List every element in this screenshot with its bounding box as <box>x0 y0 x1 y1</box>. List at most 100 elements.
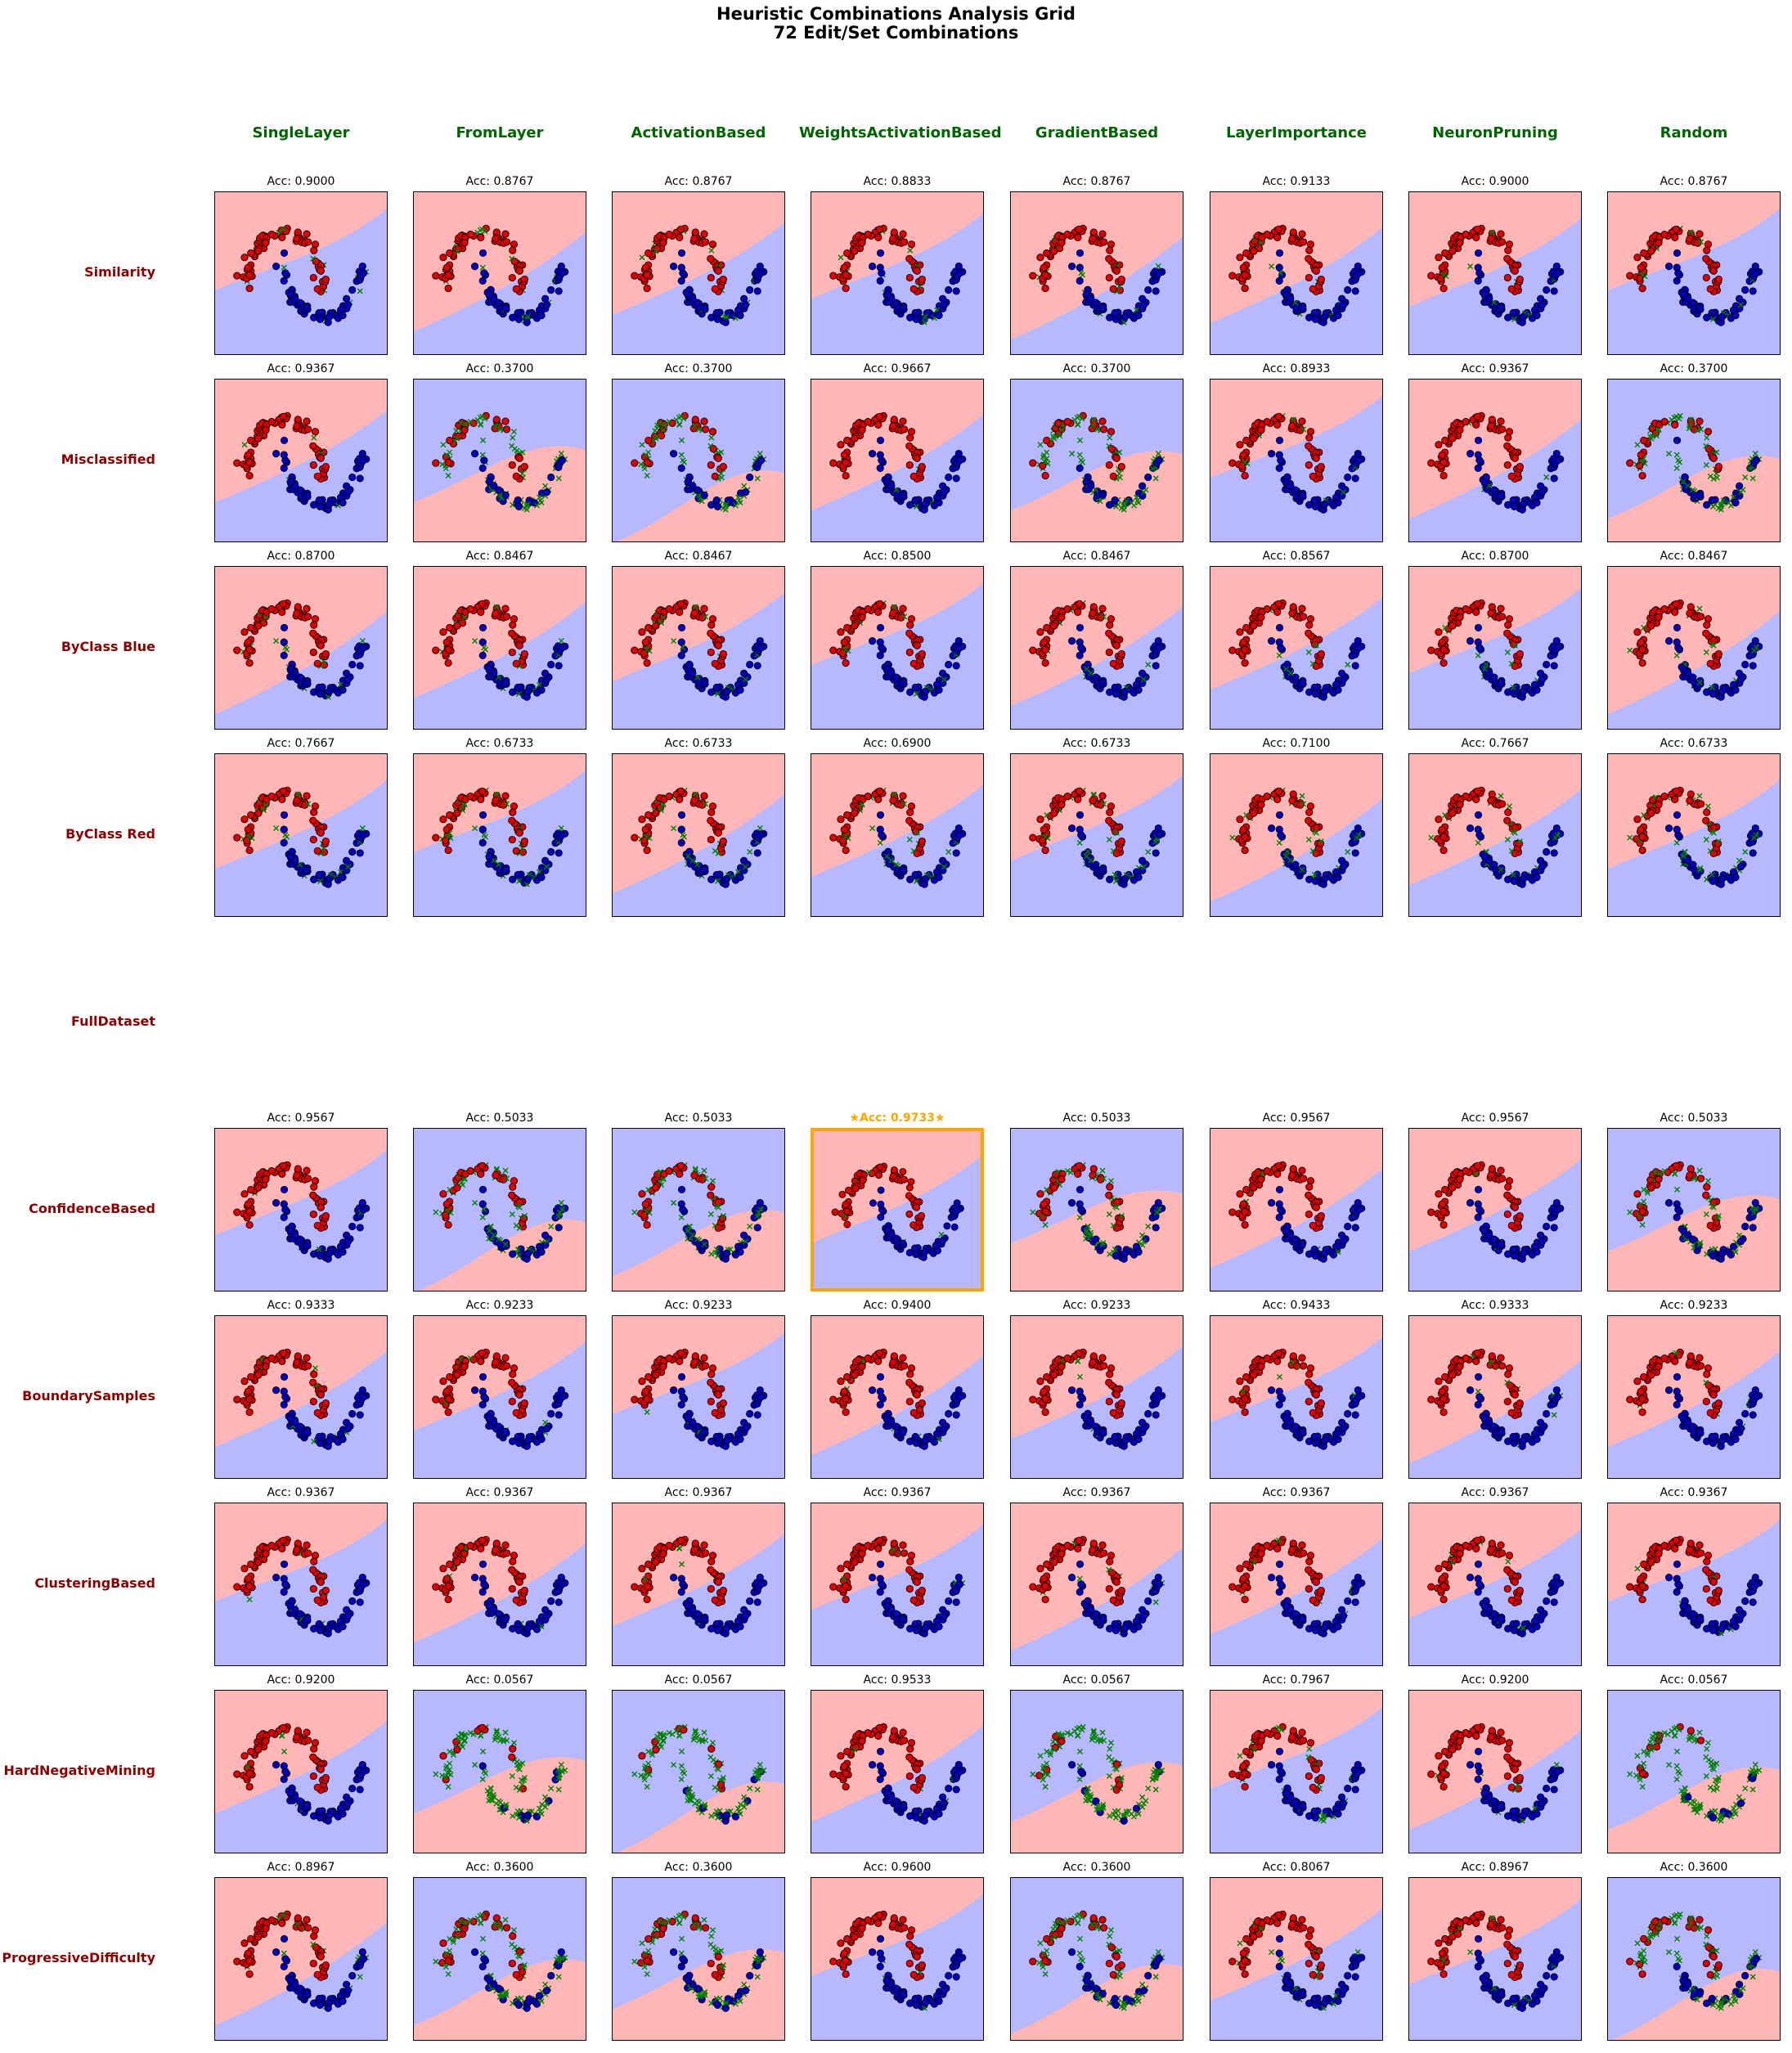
red-point <box>631 646 639 654</box>
red-point <box>644 249 653 258</box>
blue-point <box>501 678 510 686</box>
red-point <box>1089 235 1097 243</box>
red-point <box>1710 636 1718 645</box>
red-point <box>1504 621 1512 629</box>
edited-point <box>842 833 849 840</box>
red-point <box>843 249 851 258</box>
red-point <box>1714 462 1722 471</box>
edited-point <box>757 451 763 457</box>
blue-point <box>1076 651 1084 659</box>
edited-point <box>678 451 685 458</box>
edited-point <box>1510 684 1516 690</box>
red-point <box>1439 658 1448 667</box>
grid-cell: Acc: 0.6733 <box>413 735 586 917</box>
edited-point <box>1685 483 1691 489</box>
red-point <box>432 646 440 654</box>
blue-point <box>1553 644 1561 652</box>
red-point <box>719 275 727 284</box>
red-point <box>1516 275 1524 284</box>
red-point <box>643 658 651 667</box>
blue-point <box>1736 669 1744 677</box>
red-point <box>641 825 649 833</box>
edited-point <box>838 254 844 261</box>
blue-point <box>684 290 692 299</box>
red-point <box>1305 273 1313 282</box>
blue-point <box>542 488 551 496</box>
edited-point <box>1442 624 1448 631</box>
red-region <box>1409 192 1581 307</box>
blue-point <box>906 688 914 696</box>
edited-point <box>661 421 667 428</box>
edited-point <box>533 502 540 509</box>
red-region <box>613 192 784 315</box>
red-point <box>1241 471 1249 480</box>
blue-point <box>1076 249 1085 258</box>
red-point <box>293 609 301 618</box>
red-point <box>906 434 914 442</box>
red-point <box>1305 629 1313 637</box>
red-point <box>1063 418 1071 426</box>
blue-point <box>356 662 364 670</box>
blue-point <box>1695 303 1704 312</box>
red-point <box>907 615 916 623</box>
edited-point <box>445 833 451 840</box>
red-point <box>454 432 462 441</box>
blue-point <box>677 276 685 285</box>
subplot <box>811 379 984 542</box>
blue-point <box>310 501 318 509</box>
red-point <box>1703 621 1711 629</box>
blue-point <box>746 473 754 482</box>
red-point <box>1503 254 1511 263</box>
subplot <box>1210 379 1383 542</box>
blue-point <box>712 496 721 505</box>
red-point <box>875 225 884 233</box>
edited-point <box>1703 462 1709 469</box>
red-point <box>1043 249 1051 258</box>
red-point <box>631 459 639 467</box>
red-point <box>829 459 838 467</box>
red-point <box>309 629 317 637</box>
blue-point <box>923 309 931 317</box>
edited-point <box>1710 829 1717 836</box>
red-point <box>1250 809 1258 817</box>
red-point <box>503 238 511 246</box>
blue-point <box>876 464 884 472</box>
blue-point <box>741 301 750 309</box>
red-point <box>1107 428 1116 436</box>
blue-point <box>952 849 960 857</box>
blue-point <box>478 811 487 820</box>
subplot <box>1607 191 1781 355</box>
blue-point <box>1275 464 1283 472</box>
red-point <box>1441 249 1449 258</box>
red-point <box>1305 434 1314 442</box>
red-point <box>1488 790 1496 798</box>
blue-point <box>280 436 289 445</box>
blue-point <box>1550 287 1558 295</box>
edited-point <box>460 1182 466 1188</box>
blue-point <box>1510 877 1519 885</box>
red-point <box>1638 846 1646 855</box>
red-point <box>1241 846 1249 855</box>
blue-point <box>740 866 748 874</box>
edited-point <box>1737 302 1744 308</box>
blue-point <box>1537 294 1545 303</box>
red-point <box>1274 412 1283 420</box>
edited-point <box>913 690 919 697</box>
red-point <box>1638 284 1646 293</box>
red-point <box>1288 235 1296 243</box>
blue-point <box>1305 313 1314 321</box>
red-point <box>875 412 884 420</box>
red-point <box>1241 645 1249 654</box>
red-region <box>613 754 784 893</box>
edited-point <box>504 1175 510 1182</box>
blue-point <box>1480 852 1489 860</box>
red-point <box>520 837 528 846</box>
blue-point <box>523 874 532 883</box>
blue-point <box>509 313 517 321</box>
blue-point <box>1736 863 1745 871</box>
blue-point <box>883 478 891 486</box>
red-point <box>1647 622 1655 630</box>
red-point <box>676 608 684 616</box>
edited-point <box>273 638 280 645</box>
blue-point <box>1550 474 1558 483</box>
